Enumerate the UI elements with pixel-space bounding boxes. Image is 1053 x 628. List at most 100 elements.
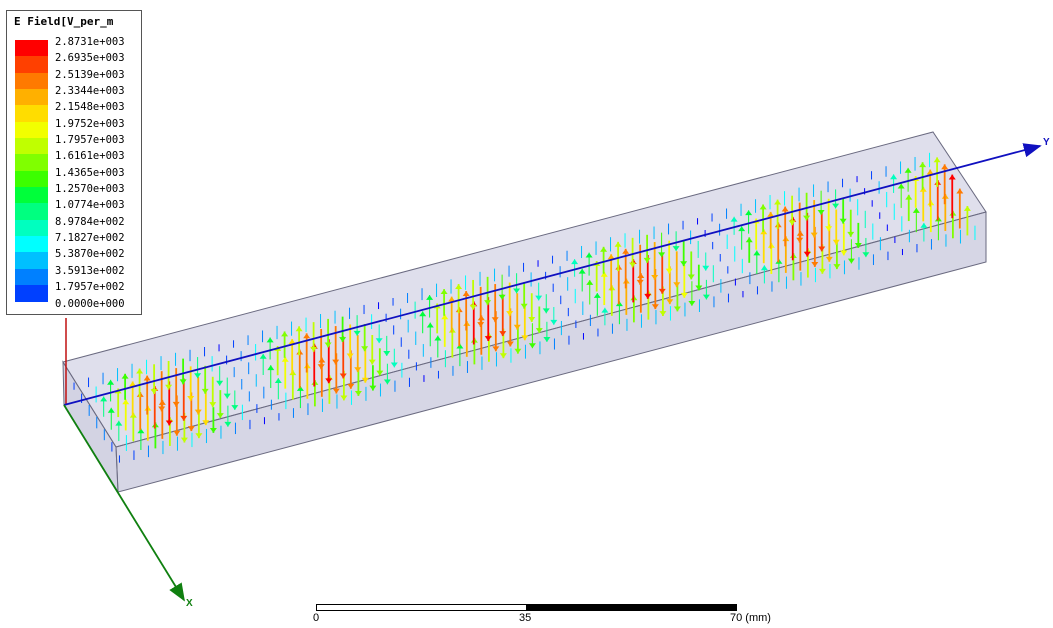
legend-value-label: 2.3344e+003 [55,85,125,98]
field-vector-arrowhead [543,337,551,342]
scale-bar-segment-black [526,604,737,611]
legend-value-label: 8.9784e+002 [55,215,125,228]
field-vector-arrowhead [492,346,500,352]
field-vector-arrowhead [601,307,609,313]
field-vector-arrowhead [462,291,470,296]
field-vector-arrowhead [593,293,601,298]
field-vector-arrowhead [673,306,681,312]
field-vector-arrowhead [803,215,811,221]
field-vector-arrowhead [817,210,825,215]
field-vector-arrowhead [745,210,753,216]
field-vector-arrowhead [143,375,151,381]
field-vector-arrowhead [180,415,188,421]
legend-value-label: 7.1827e+002 [55,232,125,245]
field-vector-arrowhead [839,218,847,224]
field-vector-arrowhead [904,167,912,173]
field-vector-arrowhead [578,268,586,274]
field-vector-arrowhead [956,188,964,194]
field-vector-arrowhead [426,322,434,328]
y-axis-line [63,143,1042,406]
field-vector-arrowhead [216,413,224,419]
field-vector-arrowhead [672,246,680,251]
scale-label-0: 0 [313,612,320,624]
legend-value-label: 2.5139e+003 [55,68,125,81]
field-vector-arrowhead [666,299,674,305]
field-vector-arrowhead [216,380,224,386]
scale-bar [316,604,737,612]
field-vector-arrowhead [542,308,550,314]
field-vector-arrowhead [354,391,362,396]
field-vector-arrowhead [266,337,274,343]
field-vector-arrowhead [209,402,217,408]
field-vector-arrowhead [680,261,688,267]
field-vector-arrowhead [187,426,195,432]
field-vector-arrowhead [303,333,311,339]
field-vector-arrowhead [636,279,644,285]
field-vector-arrowhead [614,241,622,247]
field-vector-arrowhead [390,362,398,368]
legend-value-label: 1.2570e+003 [55,183,125,196]
field-vector-arrowhead [361,346,369,352]
field-vector-arrowhead [361,377,369,383]
field-vector-arrowhead [426,295,434,300]
field-vector-arrowhead [498,294,506,300]
field-vector-arrowhead [644,293,652,299]
field-vector-arrowhead [448,296,456,302]
field-vector-arrowhead [825,226,833,232]
field-vector-arrowhead [274,378,282,384]
field-vector-arrowhead [440,289,448,295]
field-vector-arrowhead [202,420,210,426]
field-vector-arrowhead [840,250,848,256]
legend-swatch [15,285,48,302]
field-legend[interactable]: E Field[V_per_m 2.8731e+003 2.6935e+003 2.… [6,10,142,315]
field-vector-arrowhead [781,206,789,212]
legend-swatch [15,72,48,90]
field-vector-arrowhead [767,211,775,217]
field-vector-arrowhead [137,428,145,434]
field-vector-arrowhead [172,401,180,407]
field-vector-arrowhead [499,331,507,337]
field-vector-arrowhead [107,407,115,413]
field-vector-arrowhead [383,379,391,385]
field-vector-arrowhead [150,389,158,394]
coordinate-axes: Y X [63,137,1050,609]
legend-swatch [15,105,48,122]
legend-swatch [15,170,48,188]
field-vector-arrowhead [905,194,913,200]
legend-value-label: 1.7957e+002 [55,281,125,294]
field-vector-arrowhead [919,162,927,168]
field-vector-arrowhead [136,368,144,374]
legend-swatch [15,40,48,57]
field-vector-arrowhead [847,231,855,237]
field-vectors [73,152,976,463]
field-vector-arrowhead [774,199,782,205]
legend-swatch [15,203,48,220]
legend-swatch [15,219,48,237]
legend-value-label: 1.7957e+003 [55,134,125,147]
field-vector-arrowhead [295,326,303,332]
field-vector-arrowhead [180,437,188,443]
legend-value-label: 5.3870e+002 [55,248,125,261]
field-vector-arrowhead [803,251,811,257]
scale-label-70mm: 70 (mm) [730,612,771,624]
field-vector-arrowhead [600,271,608,277]
field-vector-arrowhead [818,268,826,274]
legend-swatch [15,56,48,73]
field-vector-arrowhead [209,427,217,433]
field-vector-arrowhead [347,383,355,389]
field-vector-arrowhead [376,370,384,376]
field-vector-arrowhead [513,288,521,294]
field-vector-arrowhead [339,373,347,379]
x-axis-line [63,404,185,602]
field-vector-arrowhead [514,348,522,354]
field-vector-arrowhead [535,295,543,301]
field-vector-arrowhead [745,237,753,243]
field-vector-arrowhead [651,304,659,310]
field-vector-arrowhead [688,300,696,306]
field-vector-arrowhead [317,364,325,370]
field-vector-arrowhead [658,252,666,258]
field-vector-arrowhead [259,353,267,359]
legend-value-label: 2.1548e+003 [55,101,125,114]
field-vector-arrowhead [368,359,376,365]
